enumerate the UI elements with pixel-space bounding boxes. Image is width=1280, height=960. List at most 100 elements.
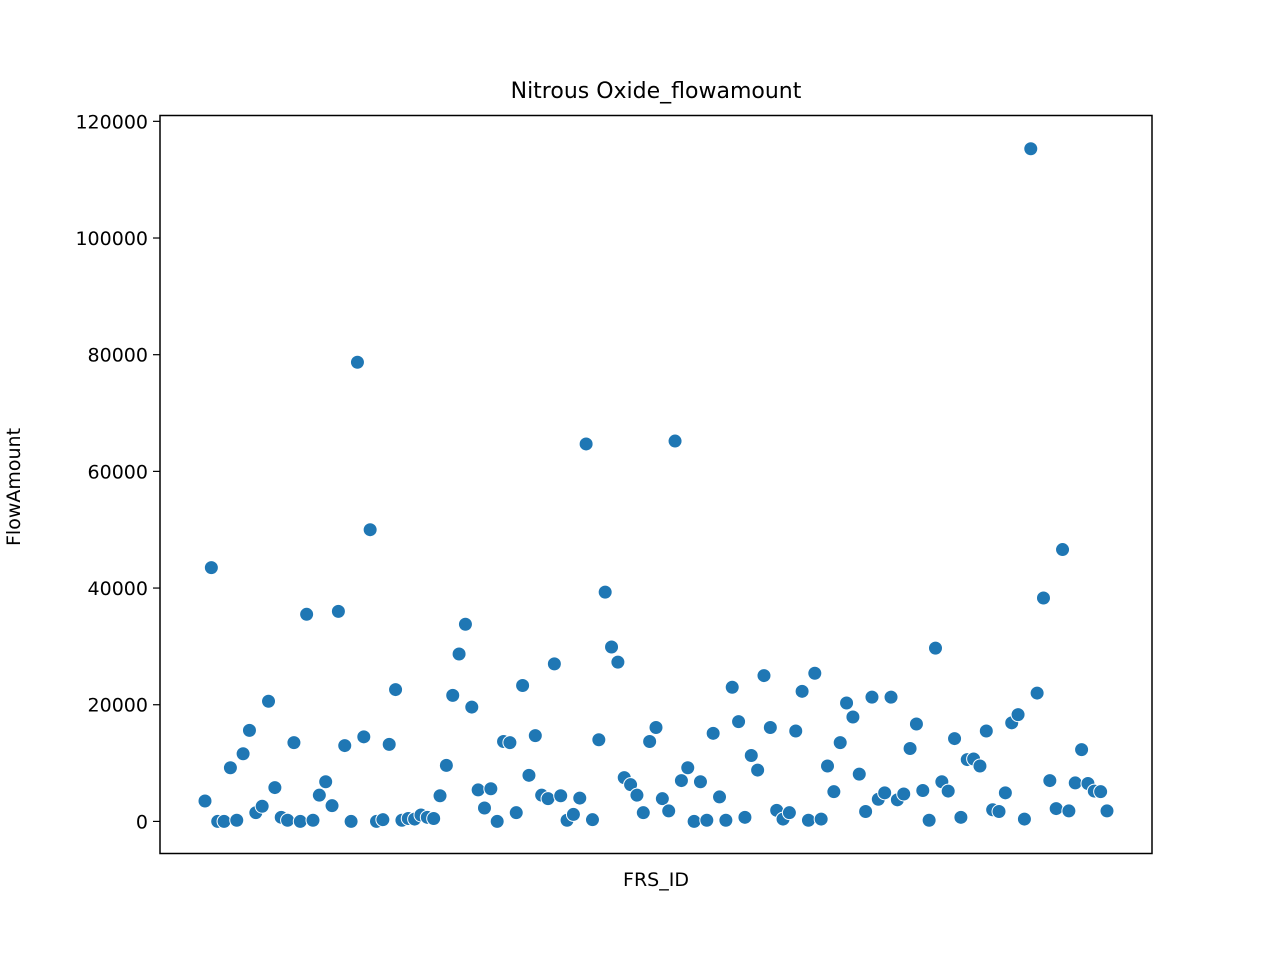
y-tick-label: 100000 — [75, 228, 148, 250]
data-point — [597, 584, 613, 600]
data-point — [756, 668, 772, 684]
data-point — [330, 603, 346, 619]
plot-frame — [159, 114, 1153, 855]
data-point — [203, 560, 219, 576]
data-point — [565, 806, 581, 822]
data-point — [432, 788, 448, 804]
data-point — [572, 790, 588, 806]
data-point — [483, 781, 499, 797]
data-point — [337, 738, 353, 754]
data-point — [426, 810, 442, 826]
data-point — [604, 639, 620, 655]
y-axis-label: FlowAmount — [3, 428, 25, 546]
data-point — [388, 682, 404, 698]
data-point — [235, 746, 251, 762]
data-point — [222, 760, 238, 776]
data-point — [673, 773, 689, 789]
data-point — [762, 719, 778, 735]
y-axis: 0 20000 40000 60000 80000 100000 120000 — [75, 111, 160, 833]
data-point — [451, 646, 467, 662]
data-point — [578, 436, 594, 452]
data-point — [1099, 803, 1115, 819]
data-point — [553, 788, 569, 804]
data-point — [629, 787, 645, 803]
data-point — [839, 695, 855, 711]
data-point — [356, 729, 372, 745]
data-point — [883, 689, 899, 705]
data-point — [1048, 801, 1064, 817]
data-point — [527, 728, 543, 744]
data-point — [1055, 542, 1071, 558]
data-point — [470, 782, 486, 798]
data-point — [743, 747, 759, 763]
data-point — [864, 689, 880, 705]
data-point — [254, 798, 270, 814]
data-point — [750, 762, 766, 778]
data-point — [546, 656, 562, 672]
data-point — [515, 677, 531, 693]
y-tick-label: 120000 — [75, 111, 148, 133]
data-point — [216, 813, 232, 829]
data-point — [896, 786, 912, 802]
data-point — [807, 665, 823, 681]
data-point — [940, 783, 956, 799]
data-point — [648, 719, 664, 735]
data-point — [464, 699, 480, 715]
data-point — [362, 522, 378, 538]
data-point — [826, 784, 842, 800]
data-point — [680, 760, 696, 776]
data-point — [1029, 685, 1045, 701]
data-point — [991, 803, 1007, 819]
data-point — [921, 812, 937, 828]
data-point — [343, 813, 359, 829]
data-point — [197, 793, 213, 809]
data-point — [1074, 742, 1090, 758]
data-point — [800, 812, 816, 828]
data-point — [305, 812, 321, 828]
data-point — [820, 758, 836, 774]
data-point — [699, 812, 715, 828]
data-point — [927, 640, 943, 656]
data-point — [286, 735, 302, 751]
data-point — [731, 714, 747, 730]
data-point — [521, 767, 537, 783]
data-point — [1023, 141, 1039, 157]
data-point — [845, 709, 861, 725]
data-point — [438, 757, 454, 773]
data-point — [1035, 590, 1051, 606]
data-point — [381, 736, 397, 752]
data-point — [902, 740, 918, 756]
data-point — [476, 800, 492, 816]
data-point — [635, 805, 651, 821]
data-point — [654, 791, 670, 807]
data-point — [692, 774, 708, 790]
y-tick-label: 80000 — [88, 345, 148, 367]
data-point — [724, 679, 740, 695]
data-point — [642, 733, 658, 749]
data-point — [788, 723, 804, 739]
data-point — [1067, 775, 1083, 791]
y-tick-label: 60000 — [88, 461, 148, 483]
data-point — [591, 732, 607, 748]
data-point — [705, 725, 721, 741]
data-point — [311, 787, 327, 803]
data-point — [280, 812, 296, 828]
data-point — [1093, 784, 1109, 800]
data-point — [813, 811, 829, 827]
data-point — [947, 731, 963, 747]
data-point — [794, 683, 810, 699]
data-point — [858, 803, 874, 819]
data-point — [1042, 773, 1058, 789]
data-point — [610, 654, 626, 670]
data-point — [686, 813, 702, 829]
data-point — [299, 606, 315, 622]
data-point — [349, 354, 365, 370]
data-point — [851, 766, 867, 782]
data-point — [997, 785, 1013, 801]
data-point — [915, 782, 931, 798]
data-point — [292, 813, 308, 829]
data-point — [502, 735, 518, 751]
data-point — [953, 809, 969, 825]
data-point — [445, 687, 461, 703]
data-point — [781, 805, 797, 821]
